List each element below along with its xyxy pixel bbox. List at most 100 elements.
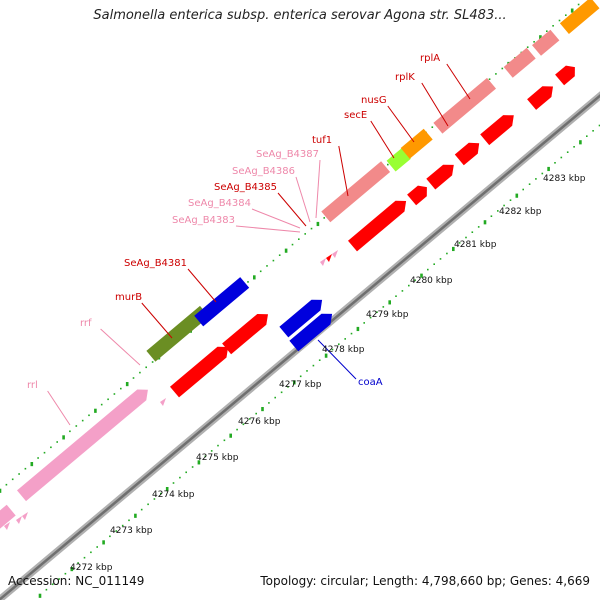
small-feature-marker[interactable] <box>332 250 338 258</box>
forward-tick <box>539 35 542 40</box>
scale-tick <box>299 375 302 378</box>
rplK-rplA-gene[interactable] <box>433 77 496 134</box>
nusG-gene[interactable] <box>400 128 433 159</box>
axis-label: 4274 kbp <box>152 490 195 500</box>
label-secE[interactable]: secE <box>344 110 367 121</box>
gene-orange[interactable] <box>559 0 600 34</box>
gene-plus[interactable] <box>532 29 560 56</box>
label-SeAg_B4385[interactable]: SeAg_B4385 <box>214 182 277 193</box>
callout-line <box>295 176 311 223</box>
gene-minus[interactable] <box>170 346 229 398</box>
small-feature-marker[interactable] <box>160 398 166 406</box>
axis-label: 4277 kbp <box>279 380 322 390</box>
gene-minus[interactable] <box>348 200 407 252</box>
scale-tick <box>45 588 48 591</box>
gene-plus[interactable] <box>503 47 536 78</box>
small-feature-marker[interactable] <box>320 258 326 266</box>
forward-tick <box>24 467 27 470</box>
axis-label: 4279 kbp <box>366 310 409 320</box>
forward-tick <box>577 3 580 6</box>
forward-tick <box>266 265 268 267</box>
gene-minus[interactable] <box>407 185 427 206</box>
SeAg_B4381-gene[interactable] <box>194 277 250 327</box>
label-rrf[interactable]: rrf <box>80 318 92 329</box>
murB-gene[interactable] <box>146 305 209 362</box>
scale-tick <box>64 572 67 575</box>
forward-tick <box>291 243 294 246</box>
forward-tick <box>50 446 52 449</box>
gene-features[interactable] <box>0 0 600 535</box>
scale-tick <box>109 535 111 538</box>
scale-tick <box>268 402 270 404</box>
coaA-gene[interactable] <box>289 313 333 352</box>
scale-tick <box>77 562 79 564</box>
rrl-gene[interactable] <box>17 389 148 502</box>
rrna-gene[interactable] <box>0 504 16 535</box>
forward-tick <box>304 233 306 235</box>
small-feature-marker[interactable] <box>16 516 22 524</box>
small-feature-marker[interactable] <box>22 512 28 520</box>
scale-tick <box>210 450 213 452</box>
scale-tick <box>586 135 588 137</box>
label-tuf1[interactable]: tuf1 <box>312 135 332 146</box>
forward-tick <box>546 30 548 32</box>
forward-tick <box>107 398 109 401</box>
forward-tick <box>310 227 313 230</box>
label-SeAg_B4384[interactable]: SeAg_B4384 <box>188 198 251 209</box>
small-feature-marker[interactable] <box>326 254 332 262</box>
forward-tick <box>247 281 249 283</box>
gene-minus[interactable] <box>454 142 480 166</box>
label-SeAg_B4386[interactable]: SeAg_B4386 <box>232 166 295 177</box>
label-rplA[interactable]: rplA <box>420 53 440 64</box>
label-rrl[interactable]: rrl <box>27 380 38 391</box>
label-SeAg_B4383[interactable]: SeAg_B4383 <box>172 215 235 226</box>
scale-tick <box>255 412 257 415</box>
scale-tick <box>165 487 169 492</box>
callout-line <box>235 225 301 233</box>
scale-tick <box>324 353 328 358</box>
label-murB[interactable]: murB <box>115 292 142 303</box>
summary-text: Topology: circular; Length: 4,798,660 bp… <box>260 574 590 588</box>
scale-tick <box>363 322 365 324</box>
scale-tick <box>147 503 149 506</box>
label-nusG[interactable]: nusG <box>361 95 387 106</box>
forward-tick <box>139 371 141 374</box>
tuf1-gene[interactable] <box>321 161 391 223</box>
label-rplK[interactable]: rplK <box>395 72 415 83</box>
scale-tick <box>38 593 42 598</box>
coaA-gene[interactable] <box>279 299 323 338</box>
gene-minus[interactable] <box>527 86 553 110</box>
scale-tick <box>306 370 308 372</box>
label-SeAg_B4381[interactable]: SeAg_B4381 <box>124 258 187 269</box>
labels: rrl rrf murB SeAg_B4381 SeAg_B4383 SeAg_B4384… <box>27 53 586 573</box>
scale-tick <box>204 455 207 458</box>
gene-minus[interactable] <box>480 115 514 146</box>
gene-minus[interactable] <box>222 314 268 355</box>
scale-tick <box>579 140 582 145</box>
small-feature-marker[interactable] <box>4 522 10 530</box>
forward-tick <box>43 451 46 454</box>
scale-tick <box>446 252 448 255</box>
scale-tick <box>477 226 480 228</box>
scale-tick <box>261 407 264 412</box>
scale-tick <box>338 343 340 345</box>
gene-minus[interactable] <box>426 164 454 190</box>
label-coaA[interactable]: coaA <box>358 377 383 388</box>
forward-tick <box>558 19 561 22</box>
scale-tick <box>535 178 537 180</box>
scale-tick <box>509 199 512 201</box>
scale-tick <box>229 433 232 438</box>
callout-line <box>370 120 395 159</box>
scale-tick <box>58 578 60 580</box>
scale-tick <box>350 332 353 335</box>
label-SeAg_B4387[interactable]: SeAg_B4387 <box>256 149 319 160</box>
scale-tick <box>197 460 201 465</box>
secE-gene[interactable] <box>386 148 411 172</box>
forward-tick <box>125 382 129 387</box>
label-callouts <box>47 63 471 426</box>
axis-label: 4283 kbp <box>543 174 586 184</box>
gene-minus[interactable] <box>555 65 575 86</box>
accession-text: Accession: NC_011149 <box>8 574 145 588</box>
